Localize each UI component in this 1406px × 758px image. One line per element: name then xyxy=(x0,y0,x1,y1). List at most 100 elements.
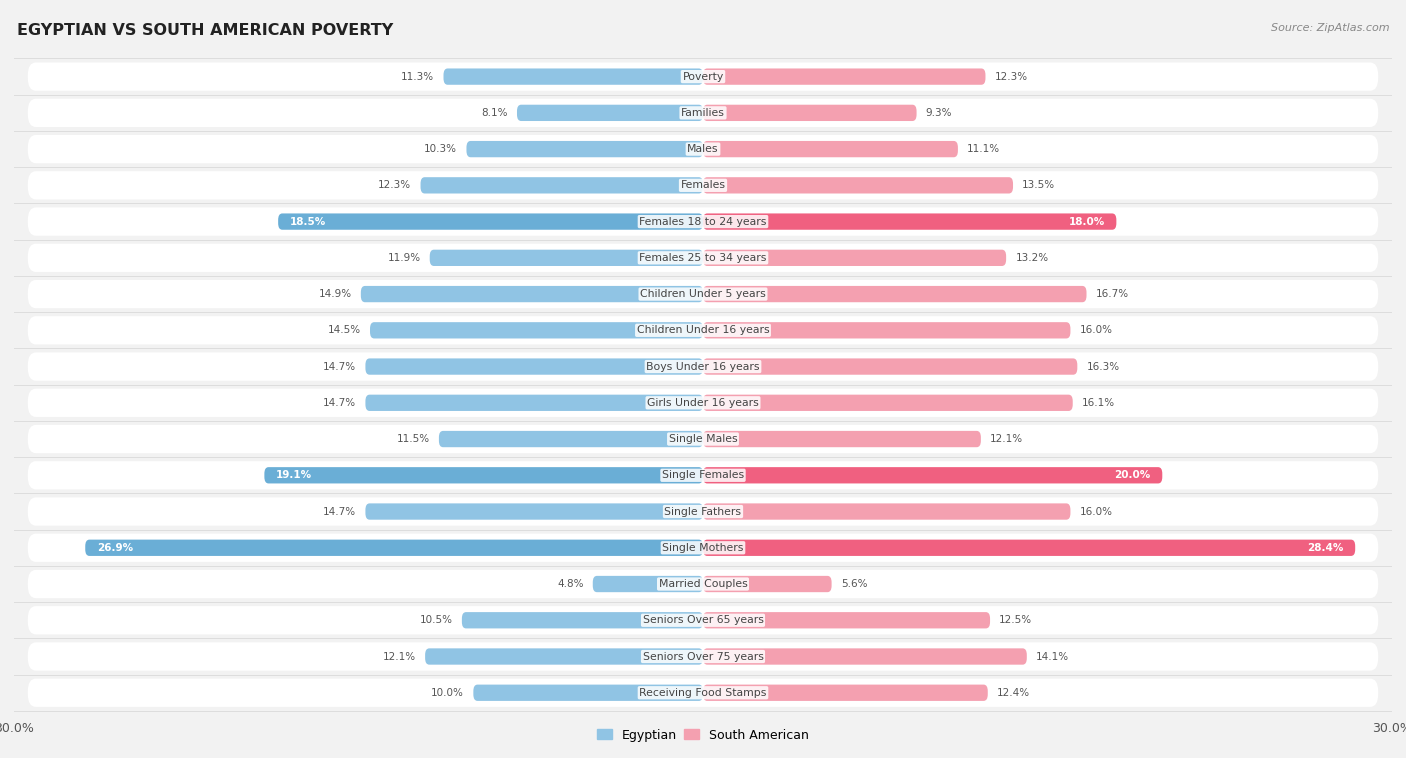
FancyBboxPatch shape xyxy=(28,497,1378,525)
Text: Married Couples: Married Couples xyxy=(658,579,748,589)
Text: 14.7%: 14.7% xyxy=(323,362,356,371)
Text: Females 18 to 24 years: Females 18 to 24 years xyxy=(640,217,766,227)
Text: Seniors Over 65 years: Seniors Over 65 years xyxy=(643,615,763,625)
Text: 18.0%: 18.0% xyxy=(1069,217,1105,227)
FancyBboxPatch shape xyxy=(370,322,703,339)
FancyBboxPatch shape xyxy=(361,286,703,302)
FancyBboxPatch shape xyxy=(703,395,1073,411)
Text: 5.6%: 5.6% xyxy=(841,579,868,589)
Text: 12.3%: 12.3% xyxy=(994,71,1028,82)
Text: Single Mothers: Single Mothers xyxy=(662,543,744,553)
FancyBboxPatch shape xyxy=(278,214,703,230)
Text: 13.2%: 13.2% xyxy=(1015,253,1049,263)
FancyBboxPatch shape xyxy=(439,431,703,447)
FancyBboxPatch shape xyxy=(703,503,1070,520)
Text: 16.1%: 16.1% xyxy=(1083,398,1115,408)
Text: EGYPTIAN VS SOUTH AMERICAN POVERTY: EGYPTIAN VS SOUTH AMERICAN POVERTY xyxy=(17,23,394,38)
Text: Children Under 16 years: Children Under 16 years xyxy=(637,325,769,335)
Text: 12.3%: 12.3% xyxy=(378,180,412,190)
FancyBboxPatch shape xyxy=(28,135,1378,163)
FancyBboxPatch shape xyxy=(703,177,1012,193)
FancyBboxPatch shape xyxy=(28,352,1378,381)
FancyBboxPatch shape xyxy=(703,612,990,628)
FancyBboxPatch shape xyxy=(420,177,703,193)
Text: 13.5%: 13.5% xyxy=(1022,180,1056,190)
Text: Girls Under 16 years: Girls Under 16 years xyxy=(647,398,759,408)
FancyBboxPatch shape xyxy=(467,141,703,157)
Text: 11.5%: 11.5% xyxy=(396,434,430,444)
Text: 14.1%: 14.1% xyxy=(1036,652,1069,662)
FancyBboxPatch shape xyxy=(703,576,831,592)
Text: Source: ZipAtlas.com: Source: ZipAtlas.com xyxy=(1271,23,1389,33)
FancyBboxPatch shape xyxy=(28,425,1378,453)
Text: 10.3%: 10.3% xyxy=(425,144,457,154)
FancyBboxPatch shape xyxy=(703,249,1007,266)
Text: 12.1%: 12.1% xyxy=(382,652,416,662)
Text: 28.4%: 28.4% xyxy=(1308,543,1344,553)
FancyBboxPatch shape xyxy=(593,576,703,592)
Text: 4.8%: 4.8% xyxy=(557,579,583,589)
FancyBboxPatch shape xyxy=(28,642,1378,671)
Text: Families: Families xyxy=(681,108,725,117)
Text: Receiving Food Stamps: Receiving Food Stamps xyxy=(640,688,766,698)
Text: 9.3%: 9.3% xyxy=(925,108,952,117)
Text: 11.1%: 11.1% xyxy=(967,144,1000,154)
FancyBboxPatch shape xyxy=(703,467,1163,484)
FancyBboxPatch shape xyxy=(703,105,917,121)
FancyBboxPatch shape xyxy=(264,467,703,484)
FancyBboxPatch shape xyxy=(703,431,981,447)
FancyBboxPatch shape xyxy=(366,359,703,374)
Text: 16.7%: 16.7% xyxy=(1095,289,1129,299)
FancyBboxPatch shape xyxy=(28,171,1378,199)
FancyBboxPatch shape xyxy=(425,648,703,665)
Text: 20.0%: 20.0% xyxy=(1115,470,1152,481)
Text: Boys Under 16 years: Boys Under 16 years xyxy=(647,362,759,371)
Text: 14.9%: 14.9% xyxy=(319,289,352,299)
FancyBboxPatch shape xyxy=(430,249,703,266)
FancyBboxPatch shape xyxy=(517,105,703,121)
Text: 16.0%: 16.0% xyxy=(1080,325,1112,335)
Text: 12.4%: 12.4% xyxy=(997,688,1031,698)
Text: Females: Females xyxy=(681,180,725,190)
FancyBboxPatch shape xyxy=(366,503,703,520)
FancyBboxPatch shape xyxy=(461,612,703,628)
FancyBboxPatch shape xyxy=(28,62,1378,91)
FancyBboxPatch shape xyxy=(703,684,988,701)
Text: Children Under 5 years: Children Under 5 years xyxy=(640,289,766,299)
Text: 12.1%: 12.1% xyxy=(990,434,1024,444)
Text: Females 25 to 34 years: Females 25 to 34 years xyxy=(640,253,766,263)
FancyBboxPatch shape xyxy=(703,214,1116,230)
FancyBboxPatch shape xyxy=(703,68,986,85)
Text: Males: Males xyxy=(688,144,718,154)
Text: 8.1%: 8.1% xyxy=(481,108,508,117)
FancyBboxPatch shape xyxy=(703,540,1355,556)
FancyBboxPatch shape xyxy=(703,141,957,157)
FancyBboxPatch shape xyxy=(28,570,1378,598)
Text: Single Fathers: Single Fathers xyxy=(665,506,741,516)
FancyBboxPatch shape xyxy=(703,359,1077,374)
FancyBboxPatch shape xyxy=(28,316,1378,344)
Text: 19.1%: 19.1% xyxy=(276,470,312,481)
FancyBboxPatch shape xyxy=(366,395,703,411)
Text: 14.7%: 14.7% xyxy=(323,398,356,408)
Text: 16.0%: 16.0% xyxy=(1080,506,1112,516)
FancyBboxPatch shape xyxy=(703,322,1070,339)
Text: Seniors Over 75 years: Seniors Over 75 years xyxy=(643,652,763,662)
Text: Poverty: Poverty xyxy=(682,71,724,82)
FancyBboxPatch shape xyxy=(28,678,1378,707)
Text: 16.3%: 16.3% xyxy=(1087,362,1119,371)
Legend: Egyptian, South American: Egyptian, South American xyxy=(592,724,814,747)
Text: 26.9%: 26.9% xyxy=(97,543,132,553)
FancyBboxPatch shape xyxy=(28,99,1378,127)
FancyBboxPatch shape xyxy=(28,461,1378,490)
Text: 11.9%: 11.9% xyxy=(388,253,420,263)
Text: Single Males: Single Males xyxy=(669,434,737,444)
FancyBboxPatch shape xyxy=(28,389,1378,417)
FancyBboxPatch shape xyxy=(703,648,1026,665)
Text: Single Females: Single Females xyxy=(662,470,744,481)
Text: 12.5%: 12.5% xyxy=(1000,615,1032,625)
FancyBboxPatch shape xyxy=(28,280,1378,309)
Text: 14.5%: 14.5% xyxy=(328,325,361,335)
FancyBboxPatch shape xyxy=(703,286,1087,302)
FancyBboxPatch shape xyxy=(28,606,1378,634)
